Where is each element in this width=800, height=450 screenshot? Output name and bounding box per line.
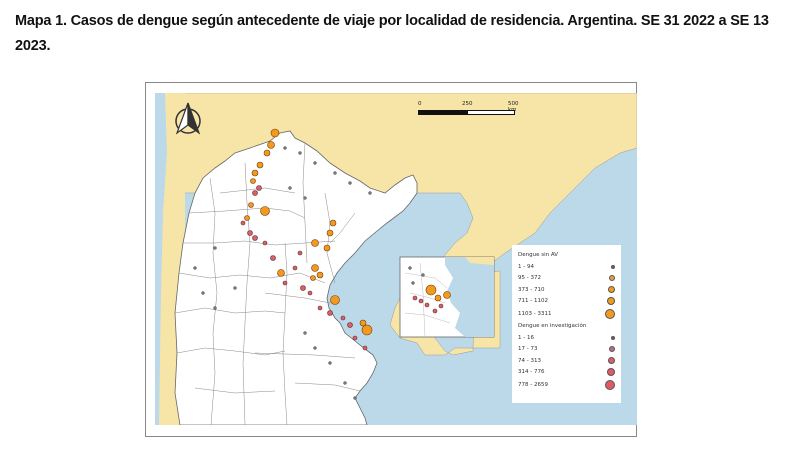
dots-small <box>193 146 425 400</box>
legend-row: 373 - 710 <box>518 284 615 296</box>
legend-dot-icon <box>611 264 615 269</box>
legend-row: 17 - 73 <box>518 344 615 356</box>
legend-row: 1 - 16 <box>518 332 615 344</box>
legend-row: 1103 - 3311 <box>518 307 615 321</box>
legend-row: 1 - 94 <box>518 261 615 273</box>
north-arrow-icon <box>175 102 201 135</box>
legend-dot-icon <box>605 309 615 319</box>
legend-dot-icon <box>607 368 615 377</box>
map-legend: Dengue sin AV 1 - 94 95 - 372 373 - 710 … <box>512 245 621 403</box>
legend-dot-icon <box>611 335 615 340</box>
province-borders <box>174 142 361 425</box>
dots-sin-av <box>244 128 451 336</box>
legend-row: 711 - 1102 <box>518 296 615 308</box>
scale-label-0: 0 <box>418 101 422 107</box>
dots-investigacion <box>240 185 444 351</box>
legend-title-investigacion: Dengue en investigación <box>518 323 587 329</box>
scale-label-250: 250 <box>462 101 473 107</box>
legend-dot-icon <box>609 275 615 282</box>
legend-dot-icon <box>608 286 615 294</box>
legend-row: 314 - 776 <box>518 367 615 379</box>
legend-dot-icon <box>609 346 615 353</box>
map-canvas <box>155 93 637 425</box>
map-svg <box>155 93 637 425</box>
scale-bar-white <box>467 110 515 115</box>
legend-dot-icon <box>607 297 615 306</box>
chile <box>155 93 167 425</box>
legend-row: 95 - 372 <box>518 273 615 285</box>
argentina-land <box>174 130 418 425</box>
legend-dot-icon <box>605 380 615 390</box>
scale-bar: 0 250 500 km <box>418 101 519 123</box>
legend-dot-icon <box>608 357 615 365</box>
map-title: Mapa 1. Casos de dengue según antecedent… <box>15 13 769 54</box>
legend-row: 778 - 2659 <box>518 378 615 392</box>
legend-row: 74 - 313 <box>518 355 615 367</box>
legend-title-sin-av: Dengue sin AV <box>518 252 559 258</box>
scale-bar-black <box>418 110 468 115</box>
